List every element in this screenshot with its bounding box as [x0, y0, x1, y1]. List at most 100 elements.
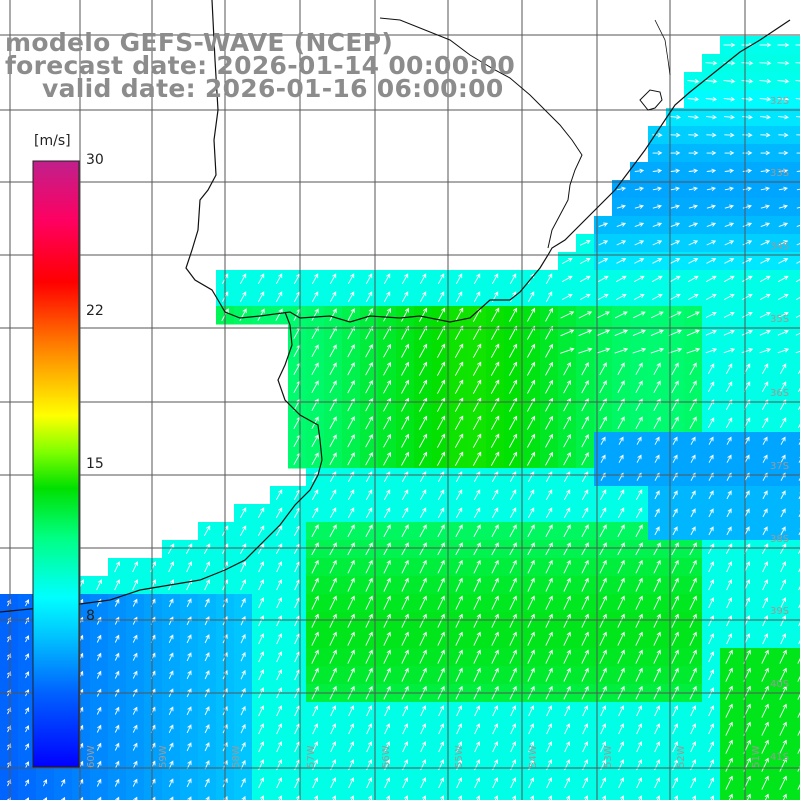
wind-arrow — [491, 273, 499, 285]
wind-arrow — [132, 561, 139, 573]
wind-arrow — [24, 761, 30, 769]
wind-arrow — [24, 617, 30, 625]
wind-arrow — [723, 329, 735, 336]
wind-arrow — [708, 508, 714, 518]
wind-arrow — [760, 186, 771, 192]
wind-arrow — [311, 452, 319, 466]
wind-arrow — [636, 741, 643, 753]
wind-arrow — [455, 577, 463, 592]
wind-arrow — [563, 524, 571, 538]
wind-arrow — [383, 433, 391, 448]
wind-arrow — [778, 258, 789, 264]
wind-arrow — [365, 489, 373, 501]
wind-arrow — [329, 489, 337, 501]
wind-arrow — [669, 293, 681, 300]
wind-arrow — [563, 613, 571, 628]
wind-arrow — [24, 725, 30, 733]
wind-arrow — [347, 434, 355, 448]
wind-arrow — [96, 579, 103, 591]
wind-arrow — [762, 597, 769, 609]
wind-arrow — [437, 451, 446, 466]
wind-arrow — [240, 723, 246, 734]
wind-arrow — [545, 415, 553, 430]
wind-arrow — [634, 204, 644, 209]
wind-arrow — [633, 293, 645, 300]
wind-arrow — [204, 778, 210, 788]
wind-arrow — [726, 526, 732, 536]
wind-arrow — [762, 561, 769, 573]
wind-arrow — [454, 433, 464, 448]
wind-arrow — [473, 631, 481, 646]
wind-arrow — [724, 204, 734, 209]
wind-arrow — [779, 775, 787, 790]
wind-arrow — [527, 379, 536, 394]
wind-arrow — [186, 652, 192, 662]
wind-arrow — [474, 723, 481, 735]
wind-arrow — [759, 114, 771, 120]
wind-arrow — [690, 741, 697, 753]
wind-arrow — [563, 507, 571, 519]
wind-arrow — [561, 275, 573, 283]
wind-arrow — [708, 526, 714, 536]
wind-arrow — [257, 507, 265, 519]
wind-arrow — [347, 291, 355, 303]
wind-arrow — [671, 649, 679, 664]
wind-arrow — [761, 775, 769, 790]
wind-arrow — [473, 542, 481, 556]
wind-arrow — [276, 777, 283, 789]
wind-arrow — [419, 631, 427, 646]
wind-arrow — [670, 168, 681, 174]
wind-arrow — [492, 723, 499, 735]
wind-arrow — [527, 507, 535, 519]
wind-arrow — [454, 379, 464, 394]
wind-arrow — [686, 311, 700, 319]
wind-arrow — [545, 273, 553, 285]
wind-arrow — [473, 667, 481, 682]
wind-arrow — [365, 361, 373, 376]
wind-arrow — [777, 78, 790, 84]
wind-arrow — [24, 635, 30, 643]
longitude-label: 51W — [751, 745, 762, 768]
wind-arrow — [419, 542, 427, 556]
wind-arrow — [741, 311, 753, 318]
wind-arrow — [186, 670, 192, 680]
wind-arrow — [97, 796, 102, 800]
wind-arrow — [401, 559, 409, 574]
wind-arrow — [527, 524, 535, 538]
wind-arrow — [726, 579, 733, 591]
wind-arrow — [671, 559, 679, 574]
wind-arrow — [796, 242, 800, 246]
wind-arrow — [509, 307, 518, 322]
coastline — [185, 0, 791, 323]
wind-arrow — [275, 507, 283, 519]
river-coastline — [379, 17, 583, 249]
wind-arrow — [439, 795, 445, 800]
wind-arrow — [401, 379, 409, 394]
wind-arrow — [510, 777, 517, 789]
wind-speed-cell — [18, 792, 37, 800]
wind-arrow — [599, 613, 607, 628]
wind-arrow — [672, 705, 679, 717]
wind-arrow — [419, 273, 427, 285]
wind-arrow — [239, 308, 247, 322]
wind-arrow — [61, 796, 66, 800]
wind-speed-cell — [792, 396, 800, 415]
wind-arrow — [276, 615, 283, 627]
wind-arrow — [761, 649, 769, 664]
wind-arrow — [150, 561, 157, 573]
wind-arrow — [635, 362, 643, 376]
wind-arrow — [401, 595, 409, 610]
wind-speed-cell — [792, 648, 800, 667]
wind-arrow — [778, 240, 789, 246]
wind-arrow — [797, 676, 800, 682]
wind-arrow — [454, 397, 464, 412]
wind-arrow — [760, 258, 771, 264]
wind-arrow — [401, 667, 409, 682]
wind-arrow — [509, 507, 517, 519]
wind-arrow — [275, 489, 283, 501]
wind-arrow — [780, 454, 786, 463]
wind-arrow — [419, 595, 427, 610]
wind-arrow — [240, 777, 246, 788]
wind-arrow — [383, 595, 391, 610]
